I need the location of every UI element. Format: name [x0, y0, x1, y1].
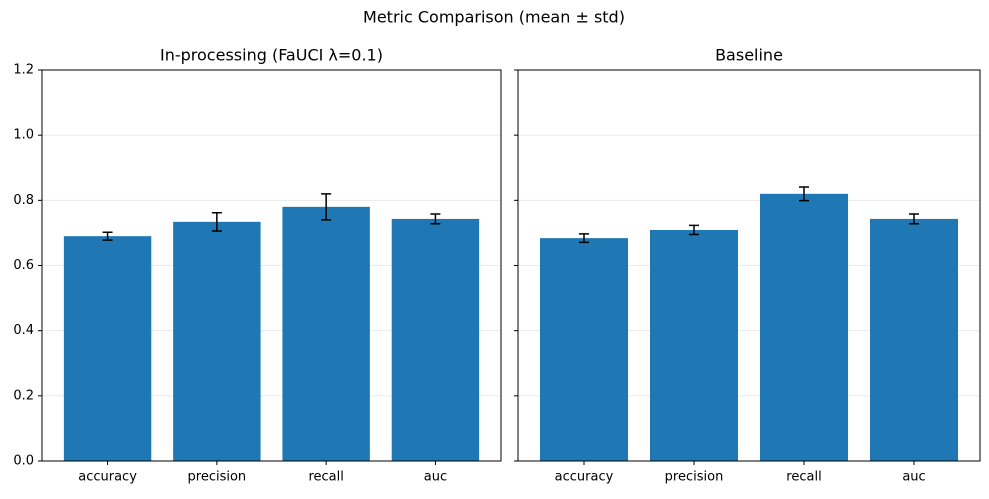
- bar: [760, 193, 848, 462]
- x-tick-label: auc: [902, 470, 925, 485]
- x-tick-label: recall: [786, 470, 821, 485]
- y-tick-label: 1.0: [13, 128, 34, 143]
- error-bar: [799, 186, 809, 202]
- y-tick-label: 0.4: [13, 323, 34, 338]
- figure-title: Metric Comparison (mean ± std): [363, 8, 625, 27]
- error-bar: [211, 211, 222, 232]
- error-bar: [579, 233, 589, 244]
- y-tick-label: 0.2: [13, 388, 34, 403]
- bar: [870, 218, 958, 461]
- subplot-title: In-processing (FaUCI λ=0.1): [160, 46, 383, 65]
- axes-frame: [41, 69, 502, 462]
- x-tick-label: accuracy: [78, 470, 137, 485]
- error-bar: [909, 213, 919, 225]
- error-bar: [689, 224, 699, 236]
- x-tick-label: precision: [188, 470, 247, 485]
- x-tick-label: accuracy: [555, 470, 614, 485]
- y-tick-label: 0.6: [13, 258, 34, 273]
- error-bar: [321, 193, 332, 221]
- axes-frame: [517, 69, 981, 462]
- bar: [540, 238, 628, 461]
- subplot-title: Baseline: [715, 46, 783, 65]
- bar: [282, 206, 370, 461]
- bar: [173, 221, 261, 461]
- bar: [63, 236, 152, 461]
- bar: [391, 218, 480, 461]
- error-bar: [430, 213, 441, 225]
- y-tick-label: 0.8: [13, 193, 34, 208]
- x-tick-label: recall: [308, 470, 343, 485]
- x-tick-label: auc: [424, 470, 447, 485]
- x-tick-label: precision: [665, 470, 724, 485]
- y-tick-label: 1.2: [13, 63, 34, 78]
- bar: [650, 229, 738, 461]
- y-tick-label: 0.0: [13, 454, 34, 469]
- error-bar: [102, 231, 113, 241]
